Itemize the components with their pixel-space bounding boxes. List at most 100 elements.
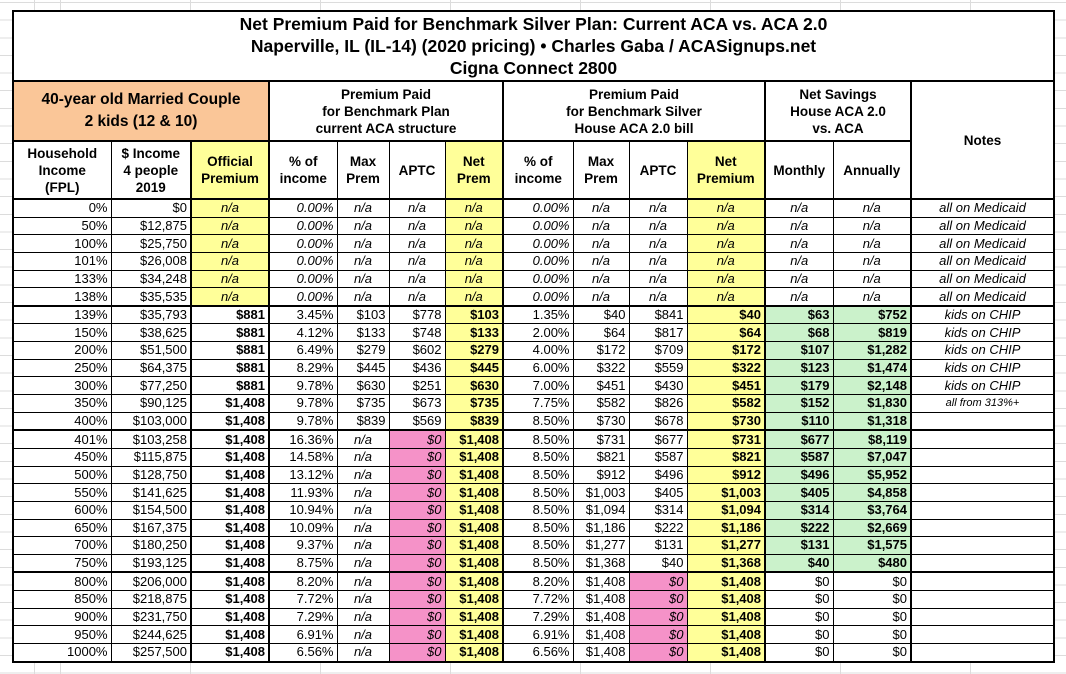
column-header-12: Monthly [764, 140, 834, 200]
table-cell: n/a [572, 216, 630, 236]
table-cell: n/a [444, 251, 504, 271]
table-cell: n/a [336, 197, 390, 218]
table-cell: $40 [764, 553, 834, 573]
table-cell: $40 [686, 304, 766, 325]
table-cell: 1.35% [502, 304, 574, 325]
table-cell: $110 [764, 411, 834, 431]
table-cell: $0 [832, 590, 912, 609]
table-cell: all on Medicaid [910, 251, 1055, 271]
table-cell: $64 [686, 323, 766, 343]
table-cell: $0 [388, 571, 446, 592]
table-cell: kids on CHIP [910, 323, 1055, 343]
table-cell: 7.72% [502, 590, 574, 609]
table-row: 400% $103,000 $1,408 9.78% $839 $569 $839 8.50%… [12, 411, 1055, 431]
table-cell: n/a [764, 216, 834, 236]
table-cell: 7.72% [268, 590, 338, 609]
table-cell: $1,575 [832, 536, 912, 555]
table-cell: 300% [12, 376, 112, 396]
table-cell: 8.20% [268, 571, 338, 592]
table-cell: 550% [12, 483, 112, 502]
table-cell: n/a [444, 216, 504, 236]
table-cell: $0 [388, 483, 446, 502]
table-cell: $103,000 [110, 411, 192, 431]
table-cell: $0 [388, 625, 446, 645]
table-cell: $0 [628, 643, 688, 663]
table-cell: $0 [110, 197, 192, 218]
table-cell: 950% [12, 625, 112, 645]
table-cell: n/a [336, 553, 390, 573]
table-cell: $1,408 [686, 625, 766, 645]
table-cell: all on Medicaid [910, 287, 1055, 307]
table-cell: $25,750 [110, 234, 192, 253]
table-cell: $0 [628, 590, 688, 609]
table-cell: $1,408 [444, 536, 504, 555]
table-cell: $1,408 [190, 447, 270, 467]
table-row: 100% $25,750 n/a 0.00% n/a n/a n/a 0.00% n/a n/a n… [12, 234, 1055, 253]
table-cell: $179 [764, 376, 834, 396]
title-row: Net Premium Paid for Benchmark Silver Pl… [12, 10, 1055, 82]
table-cell: 0.00% [502, 234, 574, 253]
table-cell [910, 500, 1055, 520]
table-cell: $841 [628, 304, 688, 325]
table-cell: $34,248 [110, 269, 192, 289]
table-cell: 8.50% [502, 483, 574, 502]
table-cell: $133 [444, 323, 504, 343]
table-cell: n/a [190, 269, 270, 289]
table-cell: 139% [12, 304, 112, 325]
table-cell: $1,408 [686, 590, 766, 609]
table-cell: 6.56% [268, 643, 338, 663]
table-cell: $5,952 [832, 465, 912, 485]
table-cell: 6.91% [502, 625, 574, 645]
table-cell: $1,003 [686, 483, 766, 502]
table-cell: all on Medicaid [910, 197, 1055, 218]
table-cell: $445 [444, 358, 504, 378]
table-cell: 0.00% [502, 269, 574, 289]
table-cell: n/a [336, 447, 390, 467]
title-line-3: Cigna Connect 2800 [449, 58, 618, 78]
table-cell: $1,408 [686, 643, 766, 663]
table-cell: n/a [572, 197, 630, 218]
table-cell: $445 [336, 358, 390, 378]
table-cell: $206,000 [110, 571, 192, 592]
table-cell: $1,408 [444, 429, 504, 449]
table-cell: 0% [12, 197, 112, 218]
table-cell: n/a [336, 518, 390, 538]
table-cell: $630 [444, 376, 504, 396]
table-cell: $1,408 [686, 607, 766, 627]
table-cell: 350% [12, 394, 112, 413]
table-cell: n/a [336, 590, 390, 609]
table-cell: n/a [686, 216, 766, 236]
table-cell: 8.50% [502, 500, 574, 520]
table-cell: $881 [190, 358, 270, 378]
table-cell: 14.58% [268, 447, 338, 467]
table-row: 401% $103,258 $1,408 16.36% n/a $0 $1,408 8.50%… [12, 429, 1055, 449]
table-cell [910, 483, 1055, 502]
table-cell: $731 [572, 429, 630, 449]
table-cell: 0.00% [502, 216, 574, 236]
table-cell: $115,875 [110, 447, 192, 467]
table-cell: 50% [12, 216, 112, 236]
table-cell: $1,408 [444, 447, 504, 467]
table-cell: 200% [12, 341, 112, 360]
column-header-5: Max Prem [336, 140, 390, 200]
table-cell: $821 [572, 447, 630, 467]
table-cell: $0 [764, 643, 834, 663]
table-cell: 11.93% [268, 483, 338, 502]
table-cell: $405 [628, 483, 688, 502]
table-cell: n/a [572, 287, 630, 307]
table-cell: 133% [12, 269, 112, 289]
table-cell: $222 [628, 518, 688, 538]
table-row: 700% $180,250 $1,408 9.37% n/a $0 $1,408 8.50% $… [12, 536, 1055, 555]
table-cell: 6.49% [268, 341, 338, 360]
table-cell: 600% [12, 500, 112, 520]
table-cell: $0 [388, 429, 446, 449]
table-cell: $1,408 [190, 590, 270, 609]
table-cell: $64 [572, 323, 630, 343]
table-cell: $1,474 [832, 358, 912, 378]
table-cell: $602 [388, 341, 446, 360]
table-cell: 401% [12, 429, 112, 449]
table-cell: n/a [444, 269, 504, 289]
table-cell: n/a [628, 197, 688, 218]
table-cell: $35,535 [110, 287, 192, 307]
table-cell: 0.00% [268, 216, 338, 236]
